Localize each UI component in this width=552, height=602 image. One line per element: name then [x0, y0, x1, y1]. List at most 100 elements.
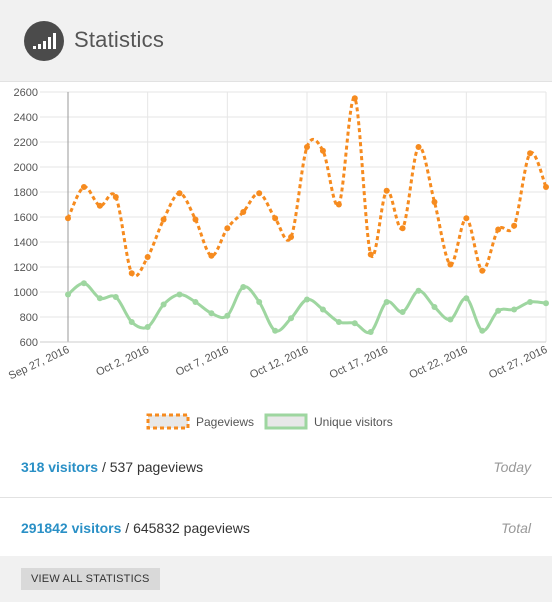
widget-header: Statistics: [0, 0, 552, 82]
y-tick-label: 1200: [14, 262, 38, 274]
data-point-pageviews: [304, 144, 310, 150]
data-point-unique-visitors: [495, 307, 502, 314]
data-point-unique-visitors: [527, 299, 534, 305]
data-point-pageviews: [431, 199, 438, 205]
data-point-pageviews: [527, 150, 534, 157]
data-point-unique-visitors: [383, 299, 390, 305]
data-point-pageviews: [511, 222, 518, 229]
data-point-unique-visitors: [240, 284, 247, 290]
data-point-unique-visitors: [112, 294, 119, 300]
series-line-pageviews: [66, 96, 548, 278]
x-tick-label: Oct 7, 2016: [174, 344, 231, 379]
widget-title: Statistics: [74, 27, 165, 52]
data-point-pageviews: [351, 95, 358, 102]
chart-svg: 600 800 1000 1200 1400 1600 1800 2000 2200 2400 26…: [7, 87, 549, 430]
data-point-pageviews: [447, 261, 454, 268]
data-point-pageviews: [128, 270, 135, 277]
data-point-pageviews: [335, 201, 342, 208]
y-tick-label: 1800: [14, 187, 38, 199]
data-point-unique-visitors: [351, 320, 358, 327]
data-point-unique-visitors: [479, 327, 486, 334]
data-point-unique-visitors: [272, 327, 279, 334]
data-point-pageviews: [543, 184, 549, 190]
today-label: Today: [493, 459, 531, 475]
data-point-unique-visitors: [208, 310, 215, 317]
data-point-unique-visitors: [65, 291, 71, 298]
total-pageviews: 645832 pageviews: [133, 520, 250, 536]
data-point-unique-visitors: [399, 309, 406, 315]
data-point-pageviews: [96, 202, 103, 209]
x-tick-label: Oct 27, 2016: [487, 344, 549, 382]
data-point-pageviews: [65, 215, 71, 222]
y-tick-label: 800: [20, 312, 38, 324]
y-tick-label: 1000: [14, 287, 38, 299]
data-point-pageviews: [367, 251, 374, 258]
y-tick-label: 600: [20, 337, 38, 349]
today-visitors-link[interactable]: 318 visitors: [21, 459, 99, 475]
x-tick-label: Oct 12, 2016: [248, 344, 310, 382]
data-point-pageviews: [208, 252, 215, 259]
data-point-pageviews: [112, 194, 119, 200]
data-point-unique-visitors: [511, 306, 518, 313]
data-point-pageviews: [80, 184, 87, 190]
legend-swatch-unique-visitors: [264, 413, 308, 430]
data-point-pageviews: [224, 225, 231, 232]
data-point-unique-visitors: [447, 316, 454, 323]
view-all-statistics-button[interactable]: VIEW ALL STATISTICS: [21, 568, 160, 590]
data-point-unique-visitors: [128, 319, 135, 325]
total-visitors-link[interactable]: 291842 visitors: [21, 520, 122, 536]
data-point-unique-visitors: [224, 312, 231, 319]
data-point-pageviews: [415, 144, 422, 150]
legend-label-pageviews: Pageviews: [196, 415, 254, 429]
data-point-unique-visitors: [176, 291, 183, 298]
data-point-unique-visitors: [415, 287, 422, 294]
data-point-unique-visitors: [144, 324, 151, 330]
y-tick-label: 1600: [14, 212, 38, 224]
data-point-pageviews: [272, 215, 279, 222]
x-tick-label: Oct 2, 2016: [94, 344, 151, 379]
data-point-pageviews: [399, 225, 406, 232]
line-chart: 600 800 1000 1200 1400 1600 1800 2000 2200 2400 26…: [0, 82, 552, 442]
data-point-unique-visitors: [463, 295, 470, 302]
today-pageviews: 537 pageviews: [109, 459, 204, 475]
data-point-unique-visitors: [431, 304, 438, 310]
stats-total-row: 291842 visitors / 645832 pageviews Total: [0, 497, 552, 557]
y-tick-label: 2600: [14, 87, 38, 99]
data-point-unique-visitors: [288, 315, 295, 322]
data-point-unique-visitors: [335, 319, 342, 325]
data-point-unique-visitors: [192, 299, 199, 305]
x-tick-label: Sep 27, 2016: [7, 344, 71, 383]
data-point-pageviews: [288, 234, 295, 240]
data-point-pageviews: [463, 215, 470, 222]
total-label: Total: [501, 520, 531, 536]
total-separator: /: [121, 520, 134, 536]
data-point-pageviews: [240, 209, 247, 215]
y-tick-label: 2000: [14, 162, 38, 174]
data-point-unique-visitors: [543, 300, 549, 307]
legend-swatch-pageviews: [146, 413, 190, 430]
data-point-pageviews: [176, 190, 183, 197]
stats-today-row: 318 visitors / 537 pageviews Today: [0, 437, 552, 497]
data-point-pageviews: [479, 267, 486, 274]
data-point-pageviews: [383, 187, 390, 194]
data-point-unique-visitors: [96, 295, 103, 302]
x-tick-label: Oct 22, 2016: [407, 344, 469, 382]
data-point-unique-visitors: [256, 299, 263, 305]
data-point-unique-visitors: [160, 301, 167, 308]
legend-label-unique-visitors: Unique visitors: [314, 415, 393, 429]
x-tick-label: Oct 17, 2016: [328, 344, 390, 382]
widget-footer: VIEW ALL STATISTICS: [0, 556, 552, 602]
y-tick-label: 1400: [14, 237, 38, 249]
data-point-unique-visitors: [80, 280, 87, 287]
y-tick-label: 2400: [14, 112, 38, 124]
data-point-unique-visitors: [304, 296, 310, 303]
data-point-pageviews: [192, 216, 199, 223]
data-point-pageviews: [319, 147, 326, 154]
signal-bars-icon: [24, 21, 64, 61]
data-point-pageviews: [144, 254, 151, 260]
y-tick-label: 2200: [14, 137, 38, 149]
data-point-pageviews: [160, 216, 167, 223]
data-point-unique-visitors: [367, 329, 374, 335]
data-point-unique-visitors: [319, 306, 326, 313]
